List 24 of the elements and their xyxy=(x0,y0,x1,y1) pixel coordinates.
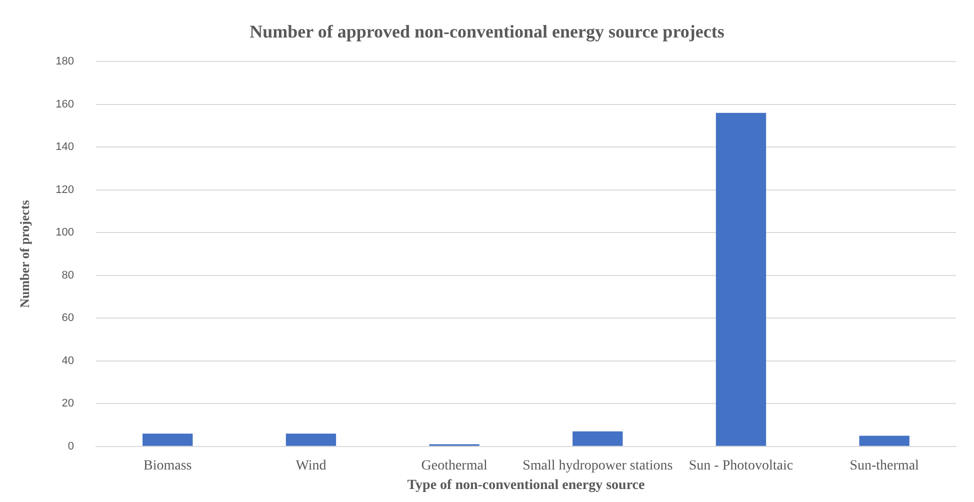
y-tick-label: 120 xyxy=(56,184,74,196)
x-tick-label: Small hydropower stations xyxy=(522,458,673,474)
y-tick-label: 160 xyxy=(56,98,74,110)
x-tick-label: Sun - Photovoltaic xyxy=(688,458,794,474)
y-tick-label: 80 xyxy=(62,269,74,282)
y-tick-label: 180 xyxy=(56,56,74,68)
y-tick-label: 0 xyxy=(68,440,74,452)
bar xyxy=(286,434,336,446)
chart-title: Number of approved non-conventional energy source projects xyxy=(250,21,724,42)
x-tick-label: Wind xyxy=(296,458,326,474)
y-tick-label: 140 xyxy=(56,141,74,154)
bar xyxy=(572,431,623,446)
bar xyxy=(859,436,910,446)
y-tick-label: 20 xyxy=(62,398,74,410)
x-tick-label: Geothermal xyxy=(421,458,488,474)
y-axis-title: Number of projects xyxy=(17,200,32,308)
bar xyxy=(142,434,193,446)
x-tick-label: Sun-thermal xyxy=(850,458,920,474)
x-tick-label: Biomass xyxy=(144,458,192,474)
x-axis-title: Type of non-conventional energy source xyxy=(407,478,645,494)
bar xyxy=(716,112,766,446)
y-tick-label: 60 xyxy=(62,312,74,324)
y-tick-label: 40 xyxy=(62,354,74,367)
y-tick-label: 100 xyxy=(56,226,74,239)
